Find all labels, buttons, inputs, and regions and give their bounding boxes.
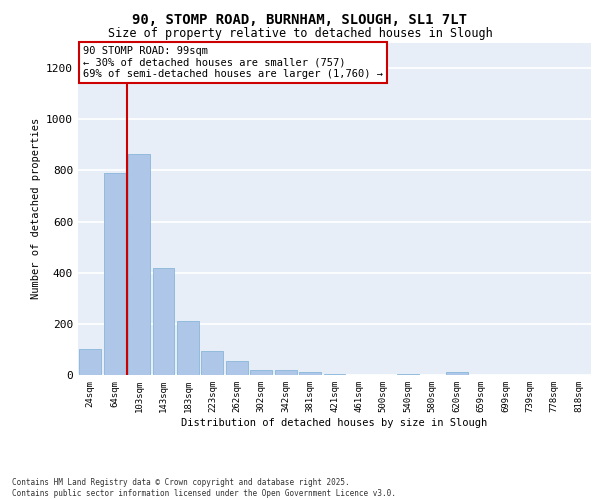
Bar — [250, 370, 272, 375]
Bar — [446, 372, 467, 375]
Bar — [177, 322, 199, 375]
Bar — [226, 361, 248, 375]
Text: Contains HM Land Registry data © Crown copyright and database right 2025.
Contai: Contains HM Land Registry data © Crown c… — [12, 478, 396, 498]
Bar — [104, 173, 125, 375]
Text: 90 STOMP ROAD: 99sqm
← 30% of detached houses are smaller (757)
69% of semi-deta: 90 STOMP ROAD: 99sqm ← 30% of detached h… — [83, 46, 383, 79]
Bar — [275, 370, 296, 375]
X-axis label: Distribution of detached houses by size in Slough: Distribution of detached houses by size … — [181, 418, 488, 428]
Bar — [152, 268, 175, 375]
Bar — [79, 350, 101, 375]
Bar — [202, 350, 223, 375]
Bar — [299, 372, 321, 375]
Text: Size of property relative to detached houses in Slough: Size of property relative to detached ho… — [107, 28, 493, 40]
Bar — [128, 154, 150, 375]
Y-axis label: Number of detached properties: Number of detached properties — [31, 118, 41, 300]
Text: 90, STOMP ROAD, BURNHAM, SLOUGH, SL1 7LT: 90, STOMP ROAD, BURNHAM, SLOUGH, SL1 7LT — [133, 12, 467, 26]
Bar — [397, 374, 419, 375]
Bar — [323, 374, 346, 375]
